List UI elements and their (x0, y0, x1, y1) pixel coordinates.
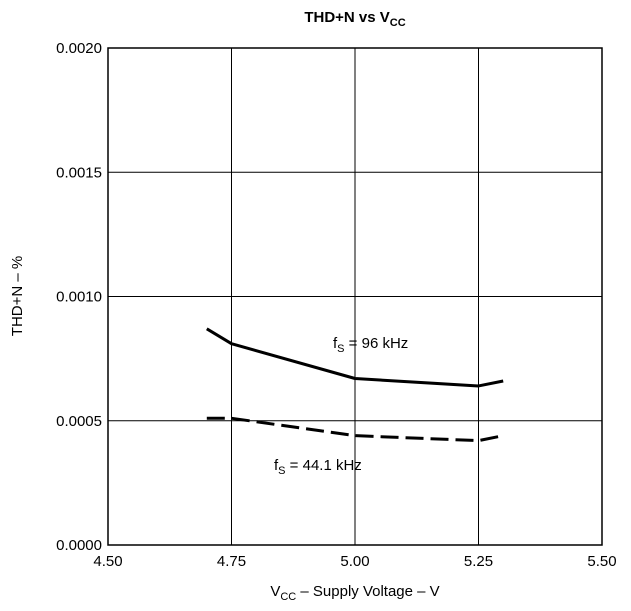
series-line-44khz (206, 416, 504, 443)
x-tick-label: 5.50 (587, 553, 616, 570)
chart-title: THD+N vs VCC (304, 9, 405, 29)
y-tick-label: 0.0015 (56, 164, 102, 181)
series-lines (206, 327, 504, 443)
grid-lines (108, 48, 602, 545)
x-tick-label: 5.00 (340, 553, 369, 570)
y-tick-labels: 0.0000 0.0005 0.0010 0.0015 0.0020 (56, 40, 102, 554)
series-label-96khz: fS = 96 kHz (333, 335, 408, 355)
x-tick-label: 4.75 (217, 553, 246, 570)
y-tick-label: 0.0005 (56, 413, 102, 430)
x-tick-label: 5.25 (464, 553, 493, 570)
series-line-96khz (206, 327, 504, 388)
x-tick-labels: 4.50 4.75 5.00 5.25 5.50 (93, 553, 616, 570)
y-tick-label: 0.0020 (56, 40, 102, 57)
series-label-44khz: fS = 44.1 kHz (274, 457, 362, 477)
y-axis-title: THD+N – % (9, 256, 26, 336)
x-tick-label: 4.50 (93, 553, 122, 570)
y-tick-label: 0.0000 (56, 537, 102, 554)
x-axis-title: VCC – Supply Voltage – V (270, 583, 439, 603)
plot-frame (107, 47, 603, 546)
y-tick-label: 0.0010 (56, 289, 102, 306)
